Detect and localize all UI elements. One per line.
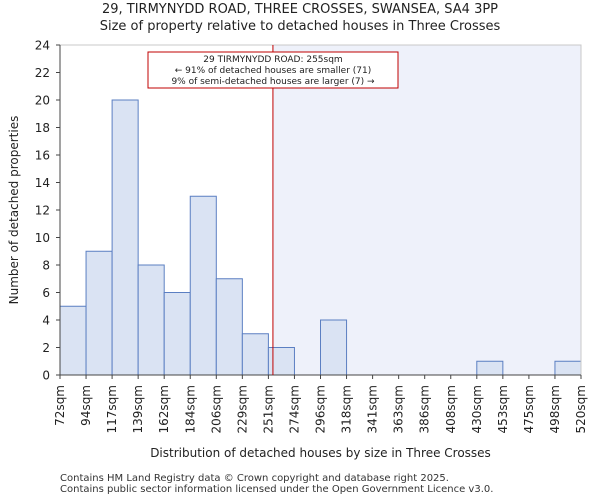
x-axis-label: Distribution of detached houses by size …: [150, 446, 491, 460]
x-tick-label: 274sqm: [287, 385, 301, 433]
annotation-line-3: 9% of semi-detached houses are larger (7…: [171, 77, 375, 87]
footer-line-1: Contains HM Land Registry data © Crown c…: [60, 473, 449, 484]
y-tick-label: 16: [35, 149, 50, 163]
y-tick-label: 14: [35, 176, 50, 190]
y-tick-label: 24: [35, 39, 50, 53]
x-tick-label: 318sqm: [340, 385, 354, 433]
y-tick-label: 22: [35, 66, 50, 80]
x-tick-label: 206sqm: [209, 385, 223, 433]
x-tick-label: 251sqm: [261, 385, 275, 433]
bar-117sqm: [111, 99, 139, 376]
y-tick-label: 2: [42, 341, 50, 355]
bar-72sqm: [59, 305, 87, 376]
annotation-line-1: 29 TIRMYNYDD ROAD: 255sqm: [203, 55, 342, 65]
x-tick-label: 386sqm: [418, 385, 432, 433]
chart-title: 29, TIRMYNYDD ROAD, THREE CROSSES, SWANS…: [101, 2, 499, 17]
chart-subtitle: Size of property relative to detached ho…: [99, 19, 501, 34]
x-tick-label: 475sqm: [522, 385, 536, 433]
y-tick-label: 10: [35, 231, 50, 245]
y-axis-label: Number of detached properties: [7, 116, 21, 305]
x-tick-label: 184sqm: [183, 385, 197, 433]
footer-line-2: Contains public sector information licen…: [60, 484, 494, 495]
bar-139sqm: [137, 264, 165, 376]
bar-430sqm: [476, 360, 504, 376]
bar-498sqm: [554, 360, 582, 376]
y-tick-label: 18: [35, 121, 50, 135]
y-tick-label: 8: [42, 259, 50, 273]
x-tick-label: 408sqm: [444, 385, 458, 433]
x-tick-label: 72sqm: [53, 385, 67, 426]
x-tick-label: 296sqm: [314, 385, 328, 433]
x-tick-label: 498sqm: [548, 385, 562, 433]
y-tick-label: 12: [35, 204, 50, 218]
highlight-region: [272, 45, 581, 375]
y-tick-label: 0: [42, 369, 50, 383]
bar-162sqm: [163, 292, 191, 376]
x-tick-label: 94sqm: [79, 385, 93, 426]
x-tick-label: 162sqm: [157, 385, 171, 433]
annotation-box: 29 TIRMYNYDD ROAD: 255sqm ← 91% of detac…: [147, 51, 399, 89]
x-tick-label: 139sqm: [131, 385, 145, 433]
x-tick-label: 341sqm: [366, 385, 380, 433]
y-tick-label: 20: [35, 94, 50, 108]
x-tick-label: 453sqm: [496, 385, 510, 433]
x-tick-label: 117sqm: [105, 385, 119, 433]
bar-251sqm: [267, 347, 295, 376]
bar-296sqm: [320, 319, 348, 376]
x-tick-label: 520sqm: [574, 385, 588, 433]
y-tick-label: 4: [42, 314, 50, 328]
x-tick-label: 363sqm: [392, 385, 406, 433]
bar-184sqm: [189, 195, 217, 376]
annotation-line-2: ← 91% of detached houses are smaller (71…: [175, 66, 372, 76]
bar-229sqm: [241, 333, 269, 376]
x-tick-label: 229sqm: [235, 385, 249, 433]
bar-94sqm: [85, 250, 113, 376]
bar-206sqm: [215, 278, 243, 376]
y-tick-label: 6: [42, 286, 50, 300]
x-tick-label: 430sqm: [470, 385, 484, 433]
